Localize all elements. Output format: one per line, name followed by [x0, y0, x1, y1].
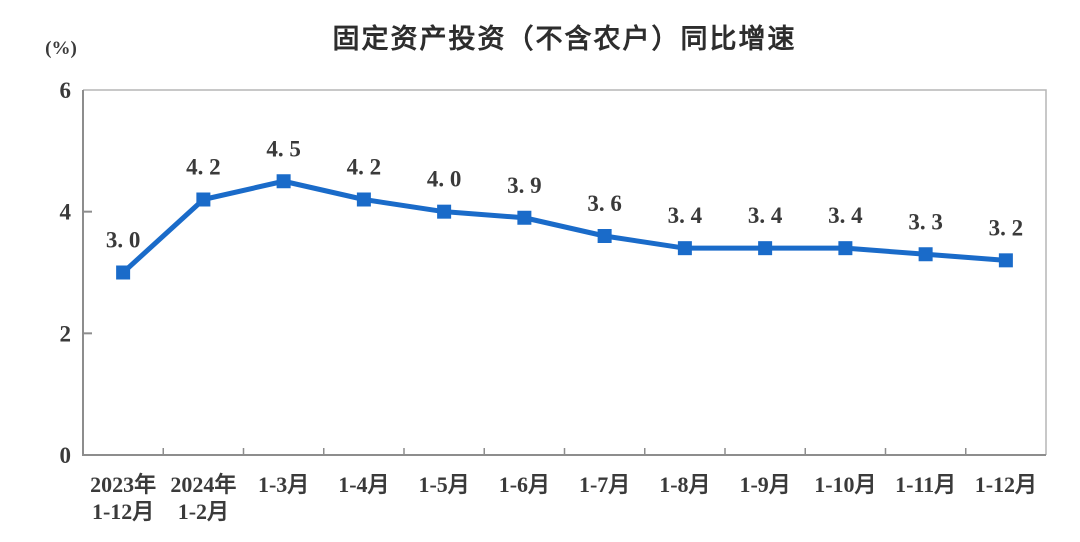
data-point-label: 4. 2 — [347, 155, 382, 180]
x-axis-tick-label: 1-12月 — [975, 472, 1037, 497]
y-axis-tick-label: 4 — [60, 200, 72, 225]
data-point-marker — [517, 210, 532, 225]
data-point-label: 4. 2 — [186, 155, 221, 180]
x-axis-tick-label: 1-8月 — [659, 472, 710, 497]
data-point-marker — [838, 241, 853, 256]
data-point-marker — [437, 204, 452, 219]
data-point-label: 3. 2 — [989, 215, 1024, 240]
y-axis-tick-label: 6 — [60, 78, 72, 103]
y-axis-tick-label: 0 — [60, 443, 72, 468]
x-axis-tick-label: 1-3月 — [258, 472, 309, 497]
data-point-marker — [276, 174, 291, 189]
data-point-marker — [918, 247, 933, 262]
x-axis-tick-label: 1-4月 — [338, 472, 389, 497]
x-axis-tick-label: 1-6月 — [499, 472, 550, 497]
plot-border-axes — [82, 90, 1046, 456]
x-axis-tick-label: 1-11月 — [895, 472, 956, 497]
x-axis-tick-label: 1-9月 — [739, 472, 790, 497]
plot-border-top-right — [83, 89, 1047, 455]
x-axis-tick-label: 1-10月 — [814, 472, 876, 497]
data-point-label: 3. 4 — [668, 203, 703, 228]
data-point-marker — [597, 229, 612, 243]
y-axis-tick-label: 2 — [60, 321, 72, 346]
data-point-label: 3. 4 — [748, 203, 783, 228]
data-point-marker — [758, 241, 773, 256]
x-axis-tick-label: 1-5月 — [418, 472, 469, 497]
data-point-label: 3. 4 — [828, 203, 863, 228]
chart-title: 固定资产投资（不含农户）同比增速 — [332, 24, 797, 54]
x-axis-tick-label: 1-7月 — [579, 472, 630, 497]
data-point-label: 3. 9 — [507, 173, 542, 198]
x-axis-tick-label: 2024年 — [170, 472, 236, 497]
data-point-label: 4. 0 — [427, 167, 462, 192]
data-point-label: 3. 3 — [908, 209, 943, 234]
data-point-marker — [677, 241, 692, 256]
data-point-label: 3. 6 — [587, 191, 622, 216]
x-axis-tick-label: 2023年 — [90, 472, 156, 497]
data-point-marker — [116, 265, 131, 280]
y-axis-unit-label: (%) — [45, 38, 77, 59]
data-point-label: 4. 5 — [266, 136, 301, 161]
data-point-marker — [356, 192, 371, 207]
data-point-label: 3. 0 — [106, 228, 141, 253]
x-axis-tick-label: 1-12月 — [92, 499, 154, 524]
data-point-marker — [196, 192, 211, 207]
data-line — [120, 178, 1009, 275]
data-point-marker — [998, 253, 1013, 268]
x-axis-tick-label: 1-2月 — [178, 499, 229, 524]
